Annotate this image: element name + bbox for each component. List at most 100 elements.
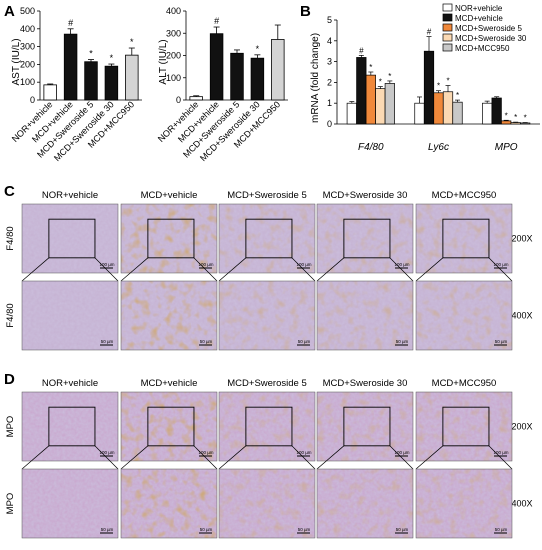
- scale-bar-label: 100 µm: [394, 262, 409, 267]
- ast-bar: [43, 84, 57, 101]
- alt-bar: [230, 52, 244, 101]
- mrna-legend-swatch: [442, 43, 453, 52]
- ast-bar: [125, 54, 139, 101]
- column-header: MCD+MCC950: [432, 378, 497, 389]
- scale-bar-label: 50 µm: [200, 339, 213, 344]
- micrograph: 100 µm: [316, 203, 414, 274]
- micrograph-border: [120, 280, 218, 351]
- micrograph-stain: [317, 281, 413, 350]
- panel-letter-a: A: [4, 3, 15, 20]
- ast-bar-chart: AST (IU/L) 0100200300400500NOR+vehicle#M…: [10, 6, 142, 163]
- mrna-significance-mark: *: [437, 82, 440, 91]
- mrna-bar: [433, 92, 444, 125]
- inset-connector: [193, 445, 218, 470]
- micrograph: 50 µm: [218, 280, 316, 351]
- mrna-significance-mark: *: [456, 91, 459, 100]
- column-header: MCD+Sweroside 5: [227, 190, 306, 201]
- micrograph-stain: [121, 204, 217, 273]
- mrna-bar: [365, 74, 376, 125]
- micrograph: 100 µm: [21, 391, 119, 462]
- micrograph-stain: [416, 204, 512, 273]
- scale-bar-label: 50 µm: [298, 339, 311, 344]
- inset-box: [442, 218, 490, 259]
- inset-connector: [488, 257, 513, 282]
- scale-bar-label: 100 µm: [198, 262, 213, 267]
- inset-box: [343, 406, 391, 447]
- micrograph-border: [415, 203, 513, 274]
- mrna-y-tick-label: 1: [327, 98, 332, 108]
- mrna-bar: [384, 83, 395, 125]
- column-header: MCD+vehicle: [141, 190, 198, 201]
- scale-bar-label: 100 µm: [296, 450, 311, 455]
- f4-80-micrograph-grid: NOR+vehicle MCD+vehicle MCD+Sweroside 5 MCD…: [5, 190, 533, 351]
- mrna-bar: [452, 101, 463, 125]
- inset-connector: [218, 257, 247, 282]
- micrograph: 100 µm: [120, 203, 218, 274]
- micrograph-border: [316, 468, 414, 539]
- micrograph-border: [21, 391, 119, 462]
- alt-bar-chart: ALT (IU/L) 0100200300400NOR+vehicle#MCD+…: [156, 6, 288, 163]
- alt-y-tick-label: 100: [166, 73, 181, 83]
- row-stain-label: F4/80: [5, 303, 16, 327]
- micrograph-border: [316, 280, 414, 351]
- column-header: MCD+Sweroside 30: [323, 378, 408, 389]
- micrograph: 50 µm: [415, 280, 513, 351]
- alt-significance-mark: #: [214, 16, 219, 26]
- alt-y-tick-label: 0: [176, 95, 181, 105]
- mpo-micrograph-grid: NOR+vehicle MCD+vehicle MCD+Sweroside 5 MCD…: [5, 378, 533, 539]
- mrna-y-tick-label: 5: [327, 15, 332, 25]
- mrna-legend-swatch: [442, 23, 453, 32]
- micrograph: 50 µm: [120, 468, 218, 539]
- micrograph: 50 µm: [120, 280, 218, 351]
- inset-connector: [94, 257, 119, 282]
- ast-y-axis-label: AST (IU/L): [11, 38, 22, 85]
- mrna-significance-mark: *: [505, 111, 508, 120]
- ast-bar: [63, 33, 78, 101]
- ast-significance-mark: #: [68, 18, 73, 28]
- inset-box: [442, 406, 490, 447]
- mrna-bar: [423, 50, 435, 125]
- column-header: MCD+vehicle: [141, 378, 198, 389]
- mrna-bar: [501, 120, 512, 125]
- alt-y-tick-label: 400: [166, 6, 181, 16]
- magnification-label: 400X: [511, 499, 532, 509]
- micrograph-border: [316, 203, 414, 274]
- ast-y-tick-label: 100: [20, 77, 35, 87]
- micrograph: 100 µm: [316, 391, 414, 462]
- ast-bar: [84, 61, 98, 101]
- scale-bar-label: 50 µm: [495, 527, 508, 532]
- ast-significance-mark: *: [130, 37, 134, 47]
- micrograph-border: [120, 468, 218, 539]
- alt-y-axis-label: ALT (IU/L): [158, 39, 169, 84]
- mrna-legend-label: MCD+Sweroside 30: [455, 34, 527, 43]
- micrograph-stain: [219, 204, 315, 273]
- mrna-significance-mark: #: [427, 28, 432, 37]
- micrograph-border: [218, 468, 316, 539]
- mrna-bar: [414, 102, 425, 125]
- scale-bar-label: 50 µm: [396, 527, 409, 532]
- micrograph-border: [21, 203, 119, 274]
- inset-connector: [316, 445, 345, 470]
- micrograph-border: [415, 468, 513, 539]
- mrna-y-tick-label: 3: [327, 57, 332, 67]
- micrograph-border: [218, 203, 316, 274]
- micrograph-border: [120, 203, 218, 274]
- inset-box: [48, 218, 96, 259]
- micrograph: 50 µm: [218, 468, 316, 539]
- micrograph-stain: [416, 392, 512, 461]
- scale-bar-label: 100 µm: [198, 450, 213, 455]
- mrna-legend-label: MCD+vehicle: [455, 14, 503, 23]
- micrograph: 100 µm: [218, 203, 316, 274]
- micrograph-stain: [317, 204, 413, 273]
- scale-bar-label: 50 µm: [396, 339, 409, 344]
- micrograph-border: [218, 391, 316, 462]
- mrna-legend-label: MCD+MCC950: [455, 44, 510, 53]
- row-stain-label: MPO: [5, 493, 16, 515]
- micrograph-texture: [22, 469, 118, 538]
- panel-letter-c: C: [4, 183, 15, 200]
- mrna-bar-chart: mRNA (fold change) 0 1 2 3 4 5 # * * * F4/80 # * * * Ly…: [310, 3, 540, 153]
- mrna-legend-swatch: [442, 3, 453, 12]
- mrna-bar: [510, 122, 521, 125]
- panel-letter-b: B: [300, 3, 311, 20]
- scale-bar-label: 100 µm: [493, 450, 508, 455]
